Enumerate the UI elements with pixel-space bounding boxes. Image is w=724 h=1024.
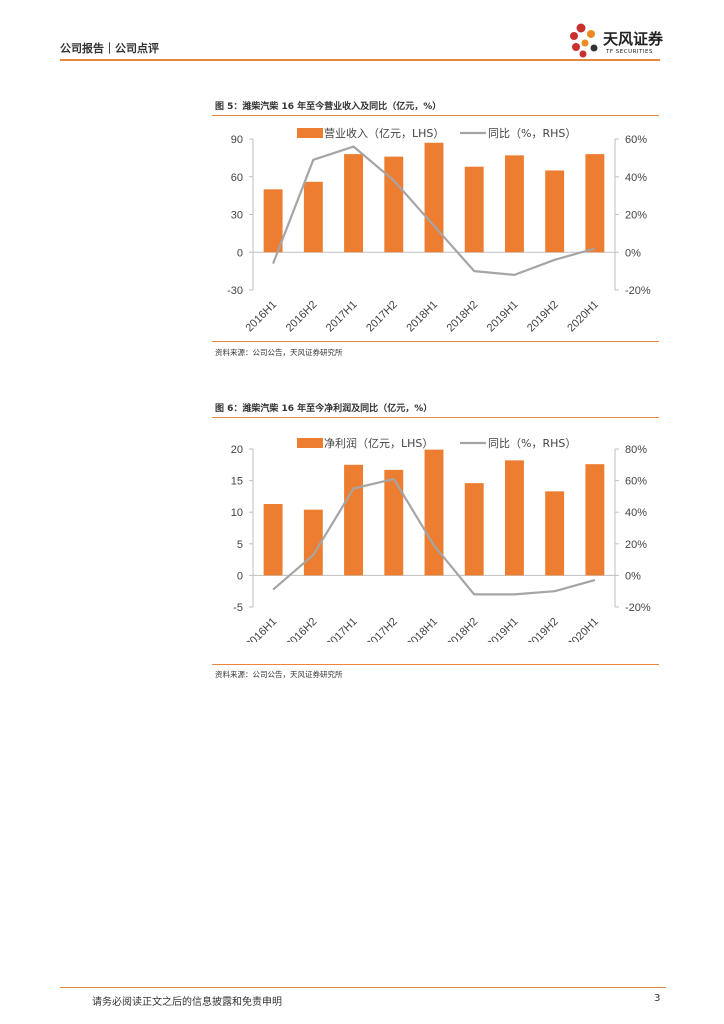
right-tick-label: 40%	[625, 507, 647, 519]
left-tick-label: 0	[237, 570, 243, 582]
bar	[424, 142, 444, 253]
right-tick-label: 40%	[625, 172, 647, 184]
category-label: 2016H2	[284, 616, 320, 642]
right-tick-label: -20%	[625, 602, 651, 614]
bar	[585, 154, 605, 253]
bar	[384, 469, 404, 576]
right-tick-label: 60%	[625, 134, 647, 146]
bar	[384, 156, 404, 253]
left-tick-label: 30	[231, 210, 243, 222]
footer-disclaimer: 请务必阅读正文之后的信息披露和免责申明	[92, 997, 282, 1008]
report-breadcrumb: 公司报告｜公司点评	[60, 42, 159, 55]
tf-securities-logo	[570, 23, 598, 58]
right-tick-label: 80%	[625, 444, 647, 456]
figure-6-bottom-rule	[212, 664, 659, 665]
legend-line-label: 同比（%，RHS）	[488, 127, 576, 140]
category-label: 2019H1	[485, 616, 521, 642]
logo-name: 天风证券	[603, 30, 664, 48]
figure-6-source: 资料来源：公司公告，天风证券研究所	[215, 670, 343, 679]
yoy-line	[272, 477, 596, 596]
category-label: 2020H1	[565, 616, 601, 642]
left-tick-label: 0	[237, 247, 243, 259]
left-tick-label: 5	[237, 539, 243, 551]
bar	[263, 189, 283, 253]
bar	[344, 464, 364, 576]
bar	[545, 491, 565, 576]
category-label: 2016H2	[284, 299, 320, 335]
bar	[504, 460, 524, 576]
category-label: 2017H1	[324, 299, 360, 335]
net-profit-chart: 20 15 10 5 0 -5 80% 60% 40% 20% 0% -20% 2016H1 2016H2…	[231, 436, 651, 642]
legend-bar-label: 净利润（亿元，LHS）	[324, 436, 433, 450]
legend-bar-swatch	[297, 438, 323, 448]
bar	[344, 154, 364, 253]
category-label: 2018H2	[445, 299, 481, 335]
category-label: 2018H1	[404, 616, 440, 642]
left-tick-label: -30	[227, 285, 243, 297]
legend-line-label: 同比（%，RHS）	[488, 437, 576, 450]
bar	[424, 449, 444, 576]
bar	[585, 464, 605, 576]
figure-6-title-rule	[212, 417, 659, 418]
figure-6-title: 图 6：潍柴汽柴 16 年至今净利润及同比（亿元，%）	[215, 404, 433, 414]
bar	[303, 181, 323, 253]
figure-5-bottom-rule	[212, 341, 659, 342]
category-label: 2019H2	[525, 299, 561, 335]
category-label: 2016H1	[243, 616, 279, 642]
bar	[464, 483, 484, 576]
right-tick-label: -20%	[625, 285, 651, 297]
bar	[504, 155, 524, 253]
figure-5-title-rule	[212, 115, 659, 116]
logo-subtitle: TF SECURITIES	[606, 49, 653, 55]
left-tick-label: 10	[231, 507, 243, 519]
left-tick-label: 15	[231, 476, 243, 488]
right-tick-label: 0%	[625, 570, 641, 582]
yoy-line	[272, 145, 596, 276]
category-label: 2018H1	[404, 299, 440, 335]
category-label: 2018H2	[445, 616, 481, 642]
left-tick-label: 20	[231, 444, 243, 456]
category-label: 2017H2	[364, 616, 400, 642]
category-label: 2016H1	[243, 299, 279, 335]
right-tick-label: 20%	[625, 210, 647, 222]
figure-5-title: 图 5：潍柴汽柴 16 年至今营业收入及同比（亿元，%）	[215, 102, 442, 112]
page-number: 3	[654, 993, 661, 1004]
left-tick-label: 60	[231, 172, 243, 184]
category-label: 2020H1	[565, 299, 601, 335]
bar	[263, 503, 283, 576]
right-tick-label: 0%	[625, 247, 641, 259]
header-divider	[60, 59, 660, 61]
legend-bar-label: 营业收入（亿元，LHS）	[324, 126, 444, 140]
category-label: 2019H1	[485, 299, 521, 335]
category-label: 2017H2	[364, 299, 400, 335]
legend-bar-swatch	[297, 128, 323, 138]
footer-divider	[60, 987, 666, 988]
bar	[545, 170, 565, 253]
left-tick-label: 90	[231, 134, 243, 146]
category-label: 2017H1	[324, 616, 360, 642]
right-tick-label: 20%	[625, 539, 647, 551]
category-label: 2019H2	[525, 616, 561, 642]
right-tick-label: 60%	[625, 476, 647, 488]
bar	[464, 166, 484, 253]
left-tick-label: -5	[233, 602, 243, 614]
figure-5-source: 资料来源：公司公告，天风证券研究所	[215, 348, 343, 357]
